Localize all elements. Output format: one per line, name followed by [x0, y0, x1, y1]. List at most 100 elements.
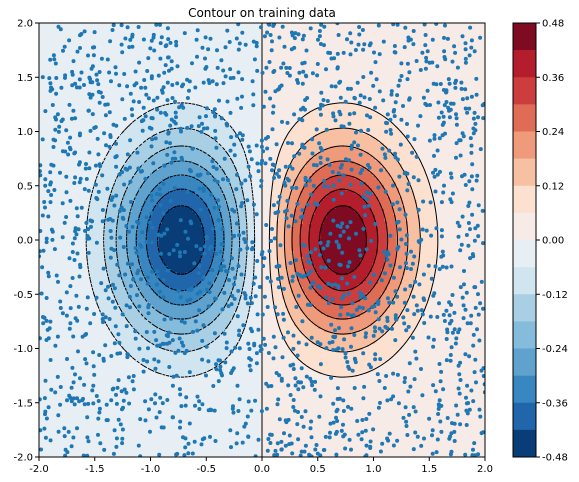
- contour-cell: [414, 104, 418, 108]
- contour-cell: [372, 44, 376, 48]
- contour-cell: [267, 74, 271, 78]
- contour-cell: [339, 71, 343, 75]
- contour-cell: [471, 113, 475, 117]
- contour-cell: [225, 50, 229, 54]
- contour-cell: [204, 29, 208, 33]
- contour-cell: [366, 56, 370, 60]
- contour-cell: [111, 83, 115, 87]
- contour-cell: [75, 26, 79, 30]
- contour-cell: [312, 101, 316, 105]
- contour-cell: [291, 56, 295, 60]
- contour-cell: [468, 44, 472, 48]
- contour-cell: [285, 50, 289, 54]
- contour-cell: [72, 50, 76, 54]
- contour-cell: [357, 98, 361, 102]
- contour-cell: [141, 41, 145, 45]
- contour-cell: [234, 83, 238, 87]
- contour-cell: [141, 59, 145, 63]
- contour-cell: [279, 92, 283, 96]
- contour-cell: [447, 44, 451, 48]
- contour-cell: [336, 86, 340, 90]
- contour-cell: [174, 77, 178, 81]
- contour-cell: [351, 104, 355, 108]
- contour-cell: [234, 71, 238, 75]
- contour-cell: [159, 122, 163, 126]
- contour-cell: [189, 101, 193, 105]
- contour-cell: [285, 110, 289, 114]
- contour-cell: [195, 122, 199, 126]
- contour-cell: [306, 101, 310, 105]
- contour-cell: [174, 80, 178, 84]
- contour-cell: [231, 56, 235, 60]
- contour-cell: [156, 53, 160, 57]
- contour-cell: [144, 98, 148, 102]
- contour-cell: [393, 32, 397, 36]
- contour-cell: [207, 62, 211, 66]
- contour-cell: [75, 92, 79, 96]
- contour-cell: [207, 32, 211, 36]
- contour-cell: [414, 44, 418, 48]
- contour-cell: [330, 71, 334, 75]
- contour-cell: [390, 80, 394, 84]
- contour-cell: [75, 38, 79, 42]
- contour-cell: [252, 53, 256, 57]
- contour-cell: [348, 65, 352, 69]
- contour-cell: [345, 116, 349, 120]
- contour-cell: [96, 119, 100, 123]
- chart-title: Contour on training data: [188, 6, 336, 20]
- contour-cell: [156, 68, 160, 72]
- contour-cell: [39, 29, 43, 33]
- contour-cell: [474, 83, 478, 87]
- contour-cell: [60, 74, 64, 78]
- contour-cell: [435, 53, 439, 57]
- contour-cell: [345, 92, 349, 96]
- contour-cell: [462, 23, 466, 27]
- contour-cell: [480, 80, 484, 84]
- contour-cell: [234, 80, 238, 84]
- contour-cell: [231, 65, 235, 69]
- contour-cell: [243, 68, 247, 72]
- contour-cell: [237, 92, 241, 96]
- contour-cell: [393, 89, 397, 93]
- contour-cell: [144, 47, 148, 51]
- contour-cell: [408, 116, 412, 120]
- contour-cell: [48, 119, 52, 123]
- contour-cell: [204, 92, 208, 96]
- contour-cell: [300, 59, 304, 63]
- contour-cell: [396, 26, 400, 30]
- contour-cell: [423, 65, 427, 69]
- contour-cell: [219, 65, 223, 69]
- contour-cell: [354, 65, 358, 69]
- contour-cell: [240, 104, 244, 108]
- contour-cell: [147, 59, 151, 63]
- contour-cell: [483, 29, 485, 33]
- contour-cell: [477, 29, 481, 33]
- contour-cell: [114, 86, 118, 90]
- contour-cell: [255, 32, 259, 36]
- contour-cell: [42, 98, 46, 102]
- contour-cell: [471, 86, 475, 90]
- contour-cell: [255, 65, 259, 69]
- contour-cell: [123, 89, 127, 93]
- contour-cell: [93, 86, 97, 90]
- contour-cell: [462, 62, 466, 66]
- contour-cell: [264, 104, 268, 108]
- contour-cell: [201, 68, 205, 72]
- contour-cell: [219, 110, 223, 114]
- contour-cell: [141, 98, 145, 102]
- contour-cell: [471, 56, 475, 60]
- contour-cell: [84, 89, 88, 93]
- contour-cell: [483, 74, 485, 78]
- contour-cell: [150, 119, 154, 123]
- contour-cell: [468, 29, 472, 33]
- contour-cell: [252, 23, 256, 27]
- contour-cell: [129, 71, 133, 75]
- contour-cell: [204, 32, 208, 36]
- contour-cell: [165, 122, 169, 126]
- contour-cell: [273, 38, 277, 42]
- contour-cell: [93, 41, 97, 45]
- contour-cell: [264, 113, 268, 117]
- contour-cell: [297, 77, 301, 81]
- contour-cell: [417, 98, 421, 102]
- contour-cell: [204, 50, 208, 54]
